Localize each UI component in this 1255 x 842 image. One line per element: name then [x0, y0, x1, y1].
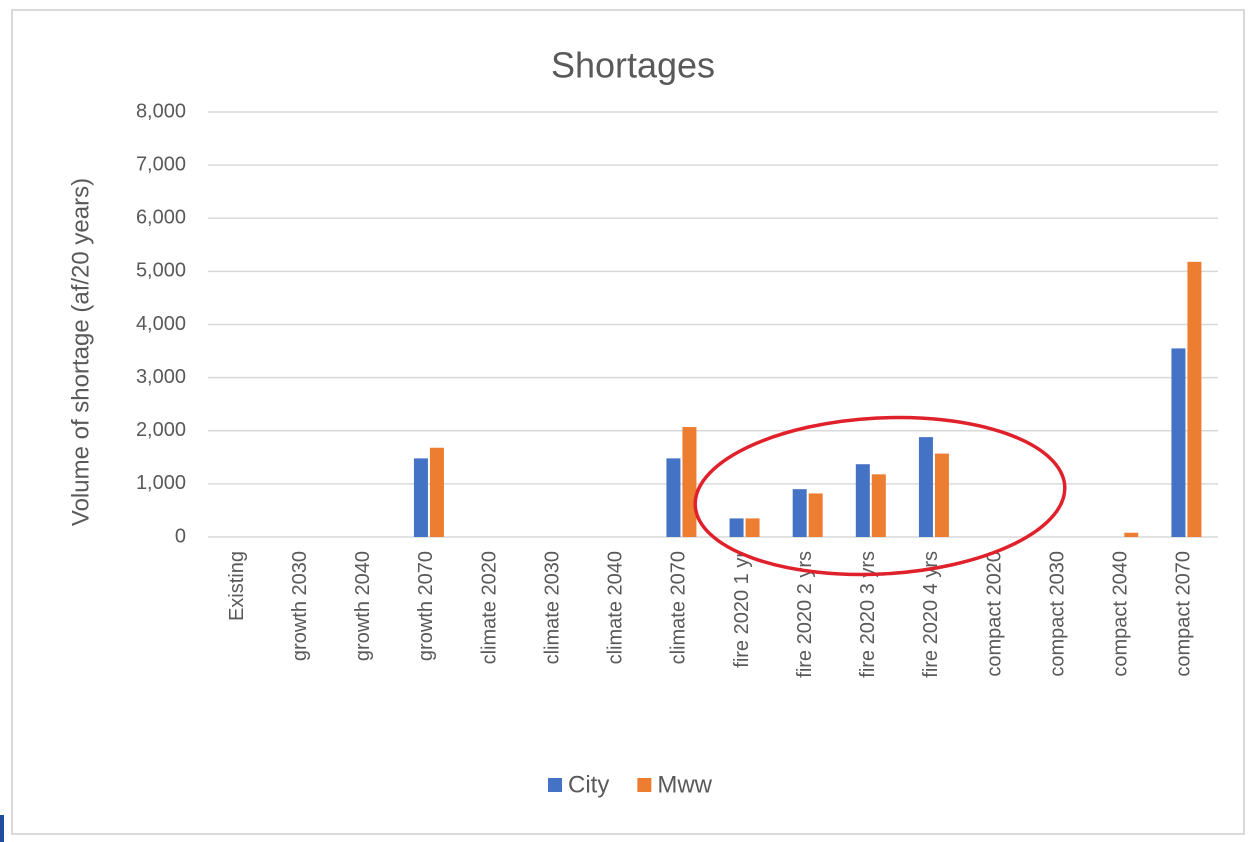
bar	[729, 518, 744, 537]
x-tick-label: compact 2020	[983, 551, 1005, 677]
bar	[792, 489, 807, 537]
bar	[934, 453, 949, 537]
x-tick-label: compact 2030	[1046, 551, 1068, 677]
x-tick-label: compact 2070	[1173, 551, 1195, 677]
y-tick-label: 8,000	[136, 100, 186, 122]
annotation-ellipse	[693, 415, 1067, 577]
x-tick-label: growth 2030	[289, 551, 311, 661]
x-tick-label: climate 2020	[478, 551, 500, 664]
legend-swatch	[637, 778, 652, 792]
x-tick-label: compact 2040	[1110, 551, 1132, 677]
bar	[918, 437, 933, 537]
bar	[808, 493, 823, 537]
y-tick-label: 3,000	[136, 366, 186, 388]
y-tick-label: 1,000	[136, 472, 186, 494]
bar	[855, 464, 870, 537]
x-tick-label: growth 2070	[415, 551, 437, 661]
x-tick-label: fire 2020 3 yrs	[857, 551, 879, 678]
legend-swatch	[548, 778, 562, 792]
x-tick-label: growth 2040	[352, 551, 374, 661]
bar	[429, 447, 444, 537]
legend-label: Mww	[657, 771, 712, 798]
x-tick-label: climate 2030	[541, 551, 563, 664]
x-tick-label: climate 2070	[668, 551, 690, 664]
bar	[682, 427, 697, 537]
y-tick-label: 0	[175, 525, 186, 547]
legend-label: City	[568, 771, 609, 798]
edge-mark	[0, 815, 4, 842]
x-tick-label: fire 2020 1 yr	[731, 551, 753, 668]
y-axis-label: Volume of shortage (af/20 years)	[67, 178, 94, 526]
bar	[1124, 532, 1139, 537]
x-tick-label: climate 2040	[605, 551, 627, 664]
bar	[1171, 348, 1186, 537]
bar	[745, 518, 760, 537]
chart-title: Shortages	[551, 45, 715, 86]
bar	[413, 458, 428, 537]
x-tick-label: Existing	[226, 551, 248, 621]
bar	[871, 474, 886, 537]
chart-border	[11, 9, 1245, 835]
y-tick-label: 2,000	[136, 419, 186, 441]
x-tick-label: fire 2020 2 yrs	[794, 551, 816, 678]
y-tick-label: 6,000	[136, 207, 186, 229]
bar	[1187, 261, 1202, 537]
x-tick-label: fire 2020 4 yrs	[920, 551, 942, 678]
y-tick-label: 7,000	[136, 153, 186, 175]
y-tick-label: 4,000	[136, 313, 186, 335]
y-tick-label: 5,000	[136, 260, 186, 282]
bar	[666, 458, 681, 537]
